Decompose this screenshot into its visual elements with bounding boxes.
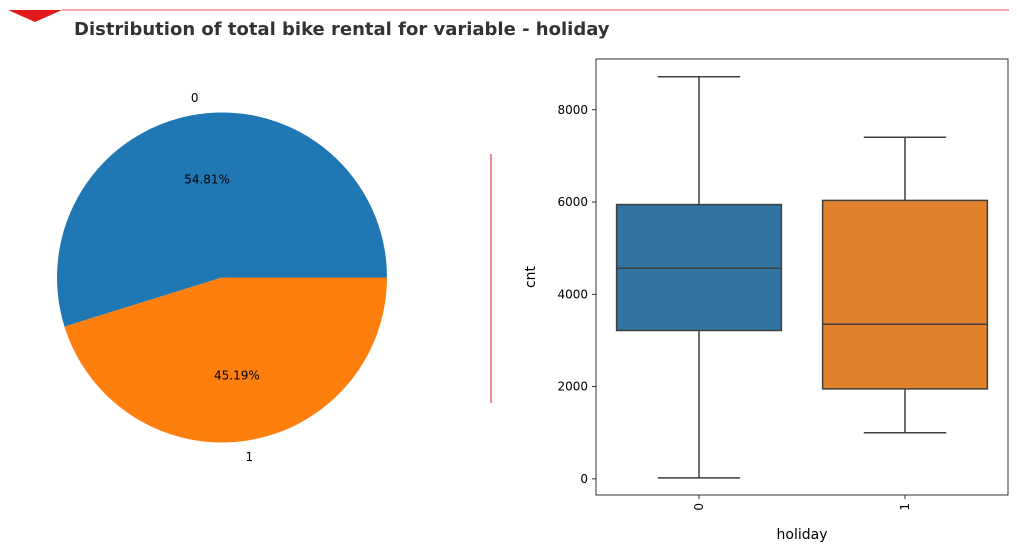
pie-percent-label-1: 45.19% [214,368,260,382]
figure-title: Distribution of total bike rental for va… [74,19,610,40]
x-tick-label: 1 [898,503,912,511]
pie-chart: 0 54.81% 1 45.19% [56,91,387,464]
box-0 [615,76,783,479]
y-tick-label: 8000 [557,103,588,117]
y-tick-label: 0 [580,472,588,486]
header-triangle-marker [8,10,62,22]
y-tick-label: 4000 [557,287,588,301]
y-axis-label: cnt [523,265,539,288]
pie-percent-label-0: 54.81% [184,173,230,187]
iqr-box-1 [821,199,989,390]
x-tick-label: 0 [692,503,706,511]
y-tick-label: 2000 [557,380,588,394]
pie-label-1: 1 [246,450,254,464]
axes-frame [595,58,1009,496]
box-1 [821,136,989,434]
pie-label-0: 0 [191,91,199,105]
x-axis-label: holiday [777,527,828,543]
box-plot-chart: 0 2000 4000 6000 8000 0 1 holiday cnt [523,58,1009,543]
pie-slice-1 [64,277,387,443]
pie-slice-0 [56,112,387,327]
y-tick-label: 6000 [557,195,588,209]
